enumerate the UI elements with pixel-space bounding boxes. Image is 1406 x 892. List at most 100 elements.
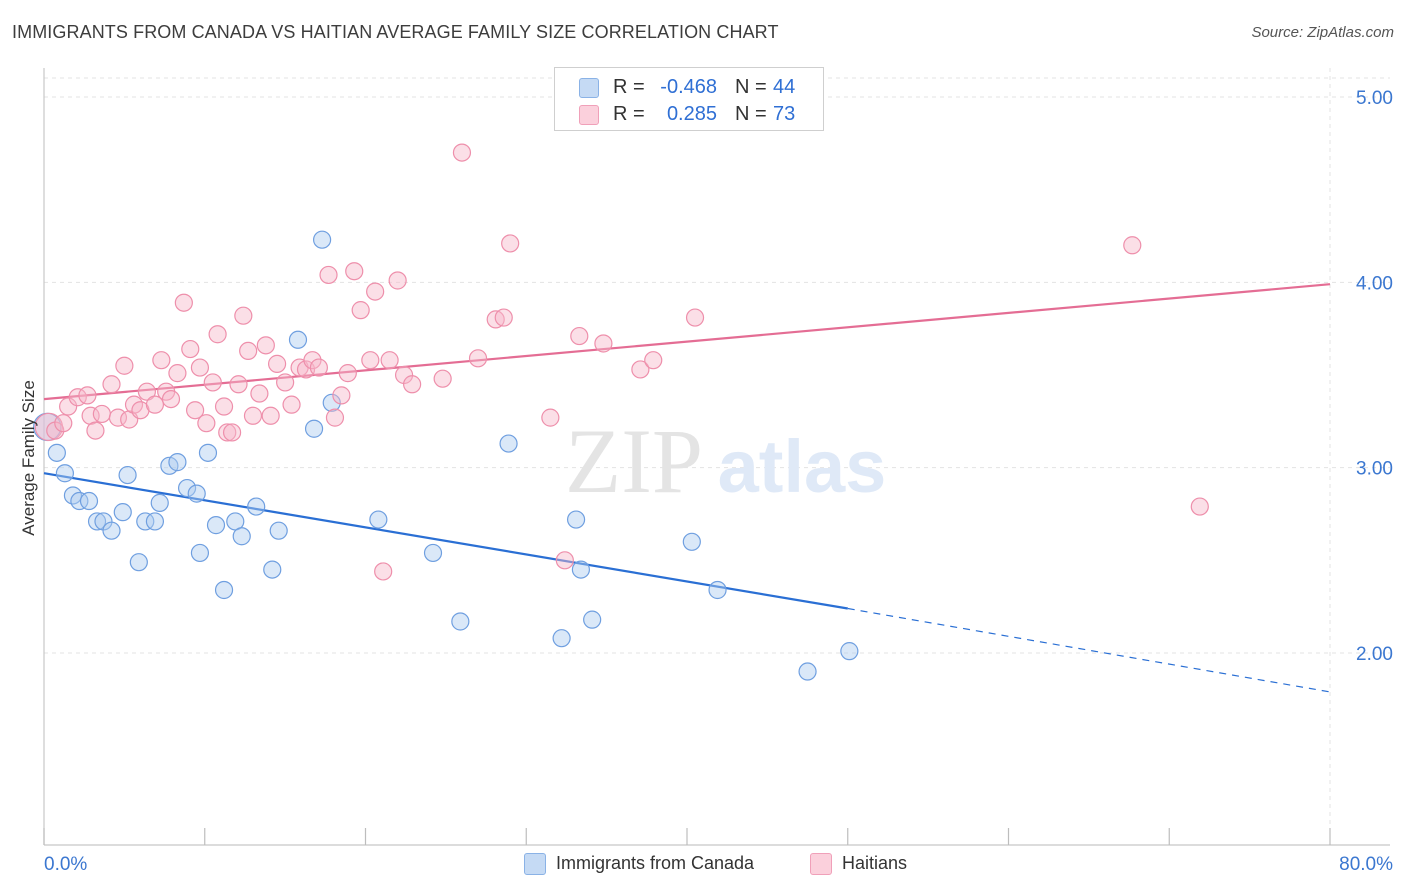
point-canada — [190, 543, 210, 563]
point-canada — [145, 512, 165, 531]
point-haitians — [54, 414, 73, 433]
point-canada — [113, 503, 132, 522]
point-haitians — [541, 408, 560, 427]
point-canada — [247, 497, 266, 516]
chart-title: IMMIGRANTS FROM CANADA VS HAITIAN AVERAG… — [12, 22, 779, 42]
point-haitians — [137, 382, 156, 401]
point-haitians — [214, 397, 234, 416]
point-canada — [55, 464, 74, 483]
point-haitians — [685, 308, 705, 327]
point-canada — [47, 443, 66, 462]
trend-line-canada — [43, 472, 848, 610]
point-haitians — [152, 351, 171, 370]
point-canada — [168, 453, 187, 472]
point-haitians — [1123, 236, 1142, 255]
point-haitians — [494, 308, 513, 327]
legend-row-canada: R = -0.468 N = 44 — [555, 74, 823, 102]
point-haitians — [644, 351, 663, 370]
point-canada — [840, 642, 859, 661]
legend-r-label: R = — [613, 103, 645, 125]
point-canada — [214, 580, 234, 600]
point-haitians — [403, 375, 422, 394]
point-canada — [369, 510, 388, 529]
point-canada — [583, 610, 602, 629]
trend-line-canada-extrapolated — [847, 607, 1331, 693]
bottom-legend-label: Haitians — [842, 853, 908, 873]
point-canada — [288, 330, 308, 349]
point-canada — [87, 512, 107, 531]
point-canada — [177, 478, 197, 498]
point-haitians — [218, 423, 237, 442]
point-canada — [232, 527, 251, 546]
point-haitians — [570, 326, 589, 346]
point-haitians — [78, 386, 97, 405]
point-haitians — [380, 351, 399, 370]
correlation-legend: R = -0.468 N = 44 R = 0.285 N = 73 — [554, 67, 824, 131]
point-canada — [566, 510, 586, 529]
point-haitians — [345, 262, 364, 281]
gridlines — [44, 68, 1390, 845]
point-haitians — [366, 282, 385, 301]
point-canada — [79, 491, 99, 511]
point-haitians — [203, 373, 222, 392]
point-canada — [136, 512, 155, 531]
watermark-atlas: atlas — [718, 425, 887, 508]
point-haitians — [208, 325, 227, 344]
point-canada — [552, 629, 571, 648]
watermark-zip: ZIP — [565, 410, 703, 512]
point-haitians — [197, 414, 216, 433]
point-haitians — [168, 364, 187, 383]
point-haitians — [361, 351, 380, 370]
point-haitians — [351, 301, 370, 320]
point-haitians — [239, 341, 258, 361]
point-haitians — [388, 271, 407, 290]
legend-n-value: 44 — [773, 76, 796, 98]
point-haitians — [145, 395, 165, 414]
point-canada — [682, 532, 701, 551]
point-haitians — [102, 375, 121, 394]
legend-r-label: R = — [613, 76, 645, 98]
point-haitians — [309, 358, 328, 377]
source-label: Source: ZipAtlas.com — [1251, 24, 1394, 41]
point-haitians — [325, 408, 345, 427]
point-canada — [798, 662, 817, 681]
point-canada — [70, 491, 89, 511]
point-haitians — [261, 406, 280, 425]
point-haitians — [631, 360, 650, 379]
point-haitians — [501, 234, 520, 253]
y-axis-label: Average Family Size — [19, 380, 38, 536]
point-haitians — [282, 395, 301, 414]
point-haitians — [433, 369, 452, 388]
bottom-legend-label: Immigrants from Canada — [556, 853, 755, 873]
x-tick-label: 80.0% — [1339, 854, 1393, 875]
point-canada — [423, 543, 443, 563]
point-haitians — [555, 551, 574, 570]
point-haitians — [115, 356, 134, 375]
point-haitians — [1190, 497, 1209, 516]
x-tick-label: 0.0% — [44, 854, 87, 875]
point-canada — [187, 484, 206, 503]
legend-swatch-canada — [579, 78, 599, 98]
point-haitians — [161, 389, 181, 409]
point-haitians — [86, 421, 105, 440]
point-haitians — [594, 334, 613, 353]
point-haitians — [338, 364, 357, 383]
point-canada — [206, 516, 226, 535]
legend-swatch-haitians — [579, 105, 599, 125]
point-haitians — [303, 351, 322, 370]
y-tick-label: 3.00 — [1356, 459, 1393, 480]
point-haitians — [108, 408, 128, 427]
legend-n-label: N = — [735, 103, 767, 125]
point-canada — [263, 560, 282, 579]
point-canada — [102, 521, 121, 540]
axes: 2.00 3.00 4.00 5.00 0.0% 80.0% — [43, 68, 1393, 875]
bottom-legend-swatch-canada — [524, 853, 546, 875]
point-haitians — [319, 265, 338, 285]
point-haitians — [190, 358, 210, 377]
point-canada — [304, 419, 324, 438]
point-haitians — [276, 373, 295, 392]
point-haitians — [229, 375, 248, 394]
trend-line-haitians — [43, 283, 1331, 401]
point-canada — [322, 393, 341, 412]
